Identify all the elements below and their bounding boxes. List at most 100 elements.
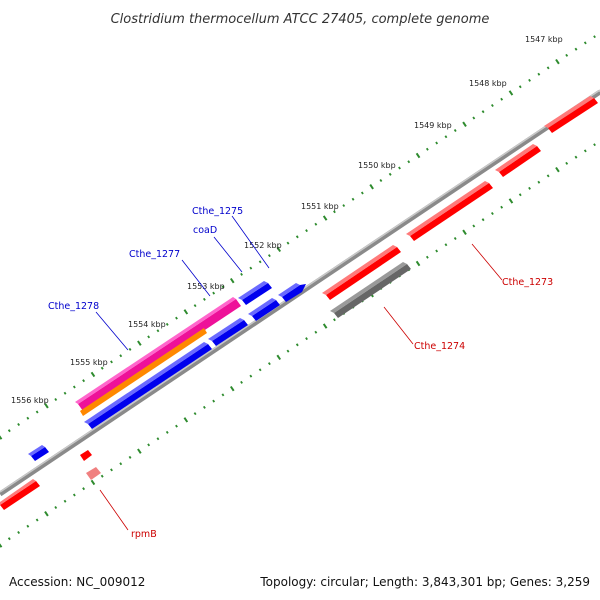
major-tick [462,229,467,235]
major-tick [0,435,3,440]
minor-tick [481,218,485,222]
minor-tick [407,160,411,164]
minor-tick [221,393,225,397]
map-title: Clostridium thermocellum ATCC 27405, com… [111,12,490,27]
tick-label-1555: 1555 kbp [70,358,108,367]
minor-tick [100,474,104,478]
major-tick [183,417,189,423]
major-tick [555,58,560,65]
feature-left-red-bottom[interactable] [0,479,40,510]
feature-cthe-1275[interactable] [278,283,306,302]
minor-tick [435,249,439,253]
minor-tick [72,385,76,389]
major-tick [44,511,49,517]
tick-label-1551: 1551 kbp [301,202,339,211]
minor-tick [472,224,476,228]
minor-tick [175,424,178,428]
minor-tick [305,229,308,233]
label-cthe-1273[interactable]: Cthe_1273 [502,277,553,288]
feature-cthe-1278-orange[interactable] [80,328,207,416]
minor-tick [565,53,569,57]
minor-tick [128,455,132,459]
tick-label-1556: 1556 kbp [11,396,49,405]
major-tick [44,403,49,409]
label-cthe-1277[interactable]: Cthe_1277 [129,249,180,260]
tick-label-1553: 1553 kbp [187,282,225,291]
minor-tick [249,374,253,378]
minor-tick [240,380,243,384]
feature-cthe-1278[interactable] [84,342,212,429]
feature-cthe-1276[interactable] [238,281,272,305]
accession-text: Accession: NC_009012 [9,575,145,589]
minor-tick [147,443,151,447]
minor-tick [119,354,123,358]
minor-tick [593,143,596,147]
minor-tick [193,412,197,416]
minor-tick [295,343,299,347]
major-tick [229,385,235,392]
minor-tick [147,335,151,339]
minor-tick [351,197,355,201]
minor-tick [444,135,448,139]
feature-cthe-1274[interactable] [330,262,411,318]
minor-tick [165,430,169,434]
label-cthe-1274[interactable]: Cthe_1274 [414,341,465,352]
minor-tick [82,379,86,383]
minor-tick [63,391,67,395]
minor-tick [444,243,448,247]
major-tick [137,448,142,454]
minor-tick [7,429,11,433]
minor-tick [583,149,587,153]
feature-cthe-1273[interactable] [406,181,493,241]
minor-tick [295,235,299,239]
minor-tick [333,210,336,214]
minor-tick [546,174,550,178]
inner-tick-track [0,143,596,548]
tick-labels: 1547 kbp 1548 kbp 1549 kbp 1550 kbp 1551… [11,35,563,405]
feature-small-left-blue[interactable] [28,445,49,461]
feature-cthe-1273-a[interactable] [495,144,541,177]
feature-rpmb[interactable] [86,467,101,480]
minor-tick [305,337,308,341]
minor-tick [72,493,76,497]
label-coad[interactable]: coaD [193,225,217,236]
minor-tick [425,255,429,259]
minor-tick [100,366,104,370]
minor-tick [453,237,457,240]
feature-cthe-1272[interactable] [544,96,598,133]
feature-cthe-1274-red[interactable] [322,245,401,300]
minor-tick [128,347,132,351]
minor-tick [565,161,569,165]
minor-tick [26,524,30,528]
minor-tick [593,35,596,39]
label-rpmb[interactable]: rpmB [131,529,157,540]
minor-tick [258,260,262,264]
minor-tick [156,437,160,441]
major-tick [90,479,96,486]
major-tick [229,277,235,284]
major-tick [183,309,189,315]
feature-cthe-1278-magenta[interactable] [75,297,241,411]
tick-label-1547: 1547 kbp [525,35,563,44]
minor-tick [435,141,439,145]
minor-tick [286,241,290,245]
feature-rpmb-red[interactable] [80,450,92,461]
feature-coad[interactable] [248,298,280,321]
label-cthe-1278[interactable]: Cthe_1278 [48,301,99,312]
minor-tick [26,416,30,420]
major-tick [90,371,96,378]
minor-tick [212,291,216,295]
minor-tick [360,191,364,195]
minor-tick [17,422,21,427]
tick-label-1548: 1548 kbp [469,79,507,88]
minor-tick [35,410,39,414]
minor-tick [202,297,206,301]
feature-cthe-1277[interactable] [208,318,248,346]
tick-label-1554: 1554 kbp [128,320,166,329]
minor-tick [267,254,271,258]
minor-tick [286,349,290,353]
major-tick [555,166,560,173]
minor-tick [258,368,262,372]
label-cthe-1275[interactable]: Cthe_1275 [192,206,243,217]
